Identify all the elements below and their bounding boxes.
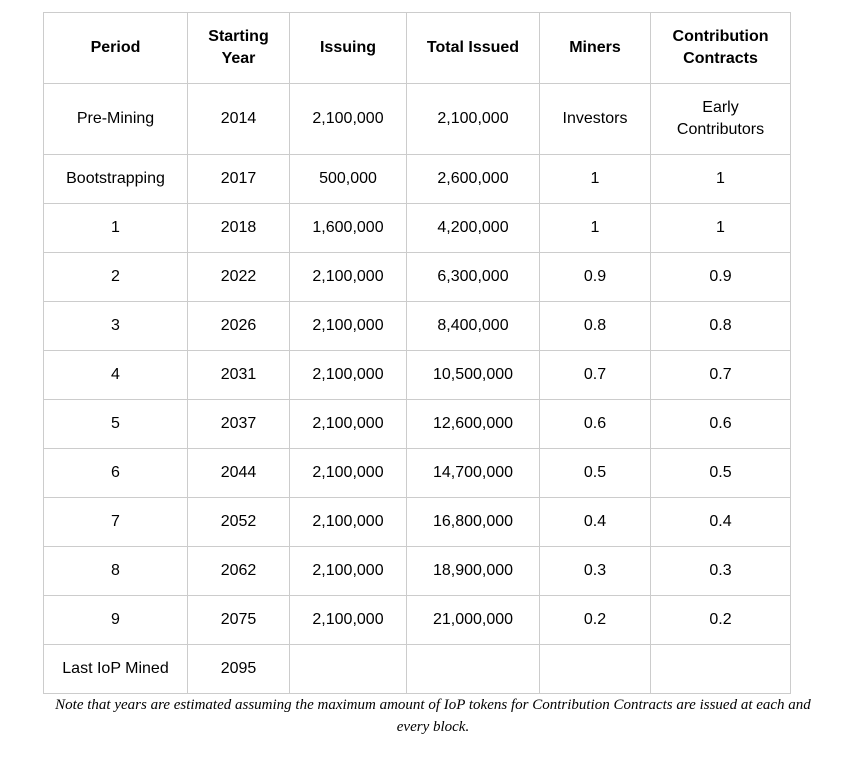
cell-issuing: 2,100,000 xyxy=(289,497,407,547)
cell-year: 2052 xyxy=(187,497,290,547)
cell-year: 2026 xyxy=(187,301,290,351)
table-header-row: Period Starting Year Issuing Total Issued… xyxy=(43,12,791,84)
cell-issuing: 2,100,000 xyxy=(289,399,407,449)
cell-total: 21,000,000 xyxy=(406,595,540,645)
cell-total: 16,800,000 xyxy=(406,497,540,547)
cell-issuing: 2,100,000 xyxy=(289,301,407,351)
cell-year: 2037 xyxy=(187,399,290,449)
cell-period: 9 xyxy=(43,595,188,645)
cell-miners: 1 xyxy=(539,203,651,253)
cell-issuing xyxy=(289,644,407,694)
cell-issuing: 2,100,000 xyxy=(289,448,407,498)
cell-miners: 0.8 xyxy=(539,301,651,351)
header-contribution-contracts: Contribution Contracts xyxy=(650,12,791,84)
cell-total: 14,700,000 xyxy=(406,448,540,498)
cell-contracts: 1 xyxy=(650,203,791,253)
cell-total: 6,300,000 xyxy=(406,252,540,302)
table-row: 4 2031 2,100,000 10,500,000 0.7 0.7 xyxy=(43,350,791,400)
cell-year: 2018 xyxy=(187,203,290,253)
cell-miners: 0.2 xyxy=(539,595,651,645)
cell-year: 2044 xyxy=(187,448,290,498)
cell-year: 2062 xyxy=(187,546,290,596)
cell-issuing: 2,100,000 xyxy=(289,546,407,596)
cell-period: 2 xyxy=(43,252,188,302)
cell-issuing: 1,600,000 xyxy=(289,203,407,253)
cell-period: Pre-Mining xyxy=(43,83,188,155)
cell-contracts: 1 xyxy=(650,154,791,204)
cell-miners: 0.9 xyxy=(539,252,651,302)
cell-period: 8 xyxy=(43,546,188,596)
cell-year: 2017 xyxy=(187,154,290,204)
cell-period: 4 xyxy=(43,350,188,400)
cell-total: 10,500,000 xyxy=(406,350,540,400)
header-issuing: Issuing xyxy=(289,12,407,84)
cell-contracts: 0.2 xyxy=(650,595,791,645)
cell-total: 18,900,000 xyxy=(406,546,540,596)
table-row: 5 2037 2,100,000 12,600,000 0.6 0.6 xyxy=(43,399,791,449)
cell-period: 7 xyxy=(43,497,188,547)
cell-total: 2,600,000 xyxy=(406,154,540,204)
cell-total xyxy=(406,644,540,694)
cell-miners: 0.4 xyxy=(539,497,651,547)
cell-total: 12,600,000 xyxy=(406,399,540,449)
cell-year: 2075 xyxy=(187,595,290,645)
cell-total: 8,400,000 xyxy=(406,301,540,351)
cell-issuing: 2,100,000 xyxy=(289,252,407,302)
cell-issuing: 2,100,000 xyxy=(289,595,407,645)
table-row: 7 2052 2,100,000 16,800,000 0.4 0.4 xyxy=(43,497,791,547)
cell-contracts: 0.7 xyxy=(650,350,791,400)
header-total-issued: Total Issued xyxy=(406,12,540,84)
cell-period: 1 xyxy=(43,203,188,253)
cell-contracts: 0.8 xyxy=(650,301,791,351)
cell-contracts: 0.9 xyxy=(650,252,791,302)
cell-contracts xyxy=(650,644,791,694)
cell-contracts: 0.5 xyxy=(650,448,791,498)
cell-year: 2022 xyxy=(187,252,290,302)
cell-total: 2,100,000 xyxy=(406,83,540,155)
issuance-table: Period Starting Year Issuing Total Issued… xyxy=(43,12,791,694)
cell-year: 2031 xyxy=(187,350,290,400)
table-row: Pre-Mining 2014 2,100,000 2,100,000 Inve… xyxy=(43,83,791,155)
table-note: Note that years are estimated assuming t… xyxy=(55,697,811,735)
cell-period: 6 xyxy=(43,448,188,498)
header-miners: Miners xyxy=(539,12,651,84)
cell-miners: 0.7 xyxy=(539,350,651,400)
table-row: Last IoP Mined 2095 xyxy=(43,644,791,694)
table-row: 6 2044 2,100,000 14,700,000 0.5 0.5 xyxy=(43,448,791,498)
cell-total: 4,200,000 xyxy=(406,203,540,253)
cell-contracts: 0.6 xyxy=(650,399,791,449)
cell-contracts: Early Contributors xyxy=(650,83,791,155)
header-starting-year: Starting Year xyxy=(187,12,290,84)
table-row: 8 2062 2,100,000 18,900,000 0.3 0.3 xyxy=(43,546,791,596)
cell-period: 5 xyxy=(43,399,188,449)
cell-period: 3 xyxy=(43,301,188,351)
cell-year: 2014 xyxy=(187,83,290,155)
header-period: Period xyxy=(43,12,188,84)
cell-period: Bootstrapping xyxy=(43,154,188,204)
table-row: 3 2026 2,100,000 8,400,000 0.8 0.8 xyxy=(43,301,791,351)
cell-miners xyxy=(539,644,651,694)
table-row: 2 2022 2,100,000 6,300,000 0.9 0.9 xyxy=(43,252,791,302)
cell-period: Last IoP Mined xyxy=(43,644,188,694)
table-row: Bootstrapping 2017 500,000 2,600,000 1 1 xyxy=(43,154,791,204)
cell-miners: 1 xyxy=(539,154,651,204)
cell-issuing: 2,100,000 xyxy=(289,83,407,155)
cell-contracts: 0.4 xyxy=(650,497,791,547)
table-row: 1 2018 1,600,000 4,200,000 1 1 xyxy=(43,203,791,253)
issuance-table-container: Period Starting Year Issuing Total Issued… xyxy=(43,12,791,694)
cell-miners: 0.5 xyxy=(539,448,651,498)
cell-miners: Investors xyxy=(539,83,651,155)
cell-issuing: 500,000 xyxy=(289,154,407,204)
cell-contracts: 0.3 xyxy=(650,546,791,596)
cell-miners: 0.6 xyxy=(539,399,651,449)
table-row: 9 2075 2,100,000 21,000,000 0.2 0.2 xyxy=(43,595,791,645)
cell-issuing: 2,100,000 xyxy=(289,350,407,400)
cell-year: 2095 xyxy=(187,644,290,694)
cell-miners: 0.3 xyxy=(539,546,651,596)
